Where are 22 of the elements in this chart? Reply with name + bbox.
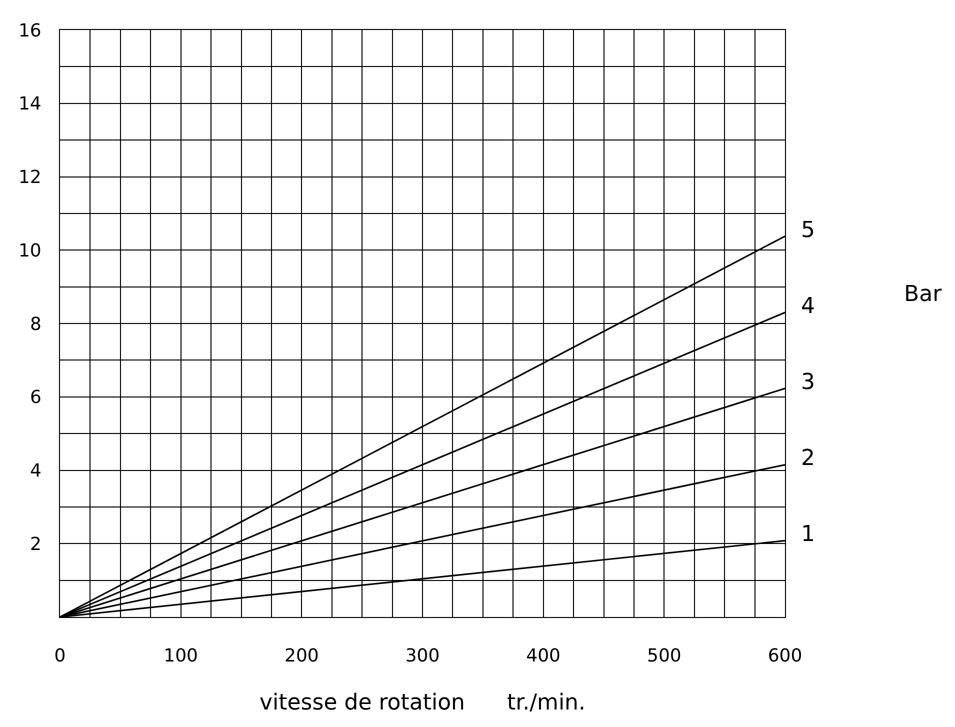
x-tick-label: 500 [646, 646, 682, 667]
text: Bar [904, 282, 943, 307]
series-label: 4 [801, 294, 815, 319]
series-label: 5 [801, 218, 815, 243]
series-label: 2 [801, 446, 815, 471]
x-tick-label: 0 [54, 646, 66, 667]
y-tick-label: 16 [18, 20, 42, 42]
x-tick-label: 400 [526, 646, 561, 667]
series-label: 3 [801, 370, 815, 395]
x-tick-label: 600 [768, 646, 802, 667]
y-tick-label: 12 [18, 167, 42, 188]
y-tick-label: 14 [18, 94, 42, 115]
y-tick-label: 2 [30, 534, 42, 555]
x-tick-label: 100 [164, 646, 198, 667]
y-tick-label: 4 [30, 460, 42, 482]
y-tick-label: 6 [30, 387, 42, 408]
y-tick-label: 8 [30, 314, 42, 335]
x-tick-label: 200 [284, 646, 319, 667]
x-tick-label: 300 [405, 646, 440, 667]
x-axis-title: vitesse de rotation tr./min. [259, 690, 586, 716]
y-tick-label: 10 [18, 240, 42, 262]
series-label: 1 [801, 522, 815, 547]
